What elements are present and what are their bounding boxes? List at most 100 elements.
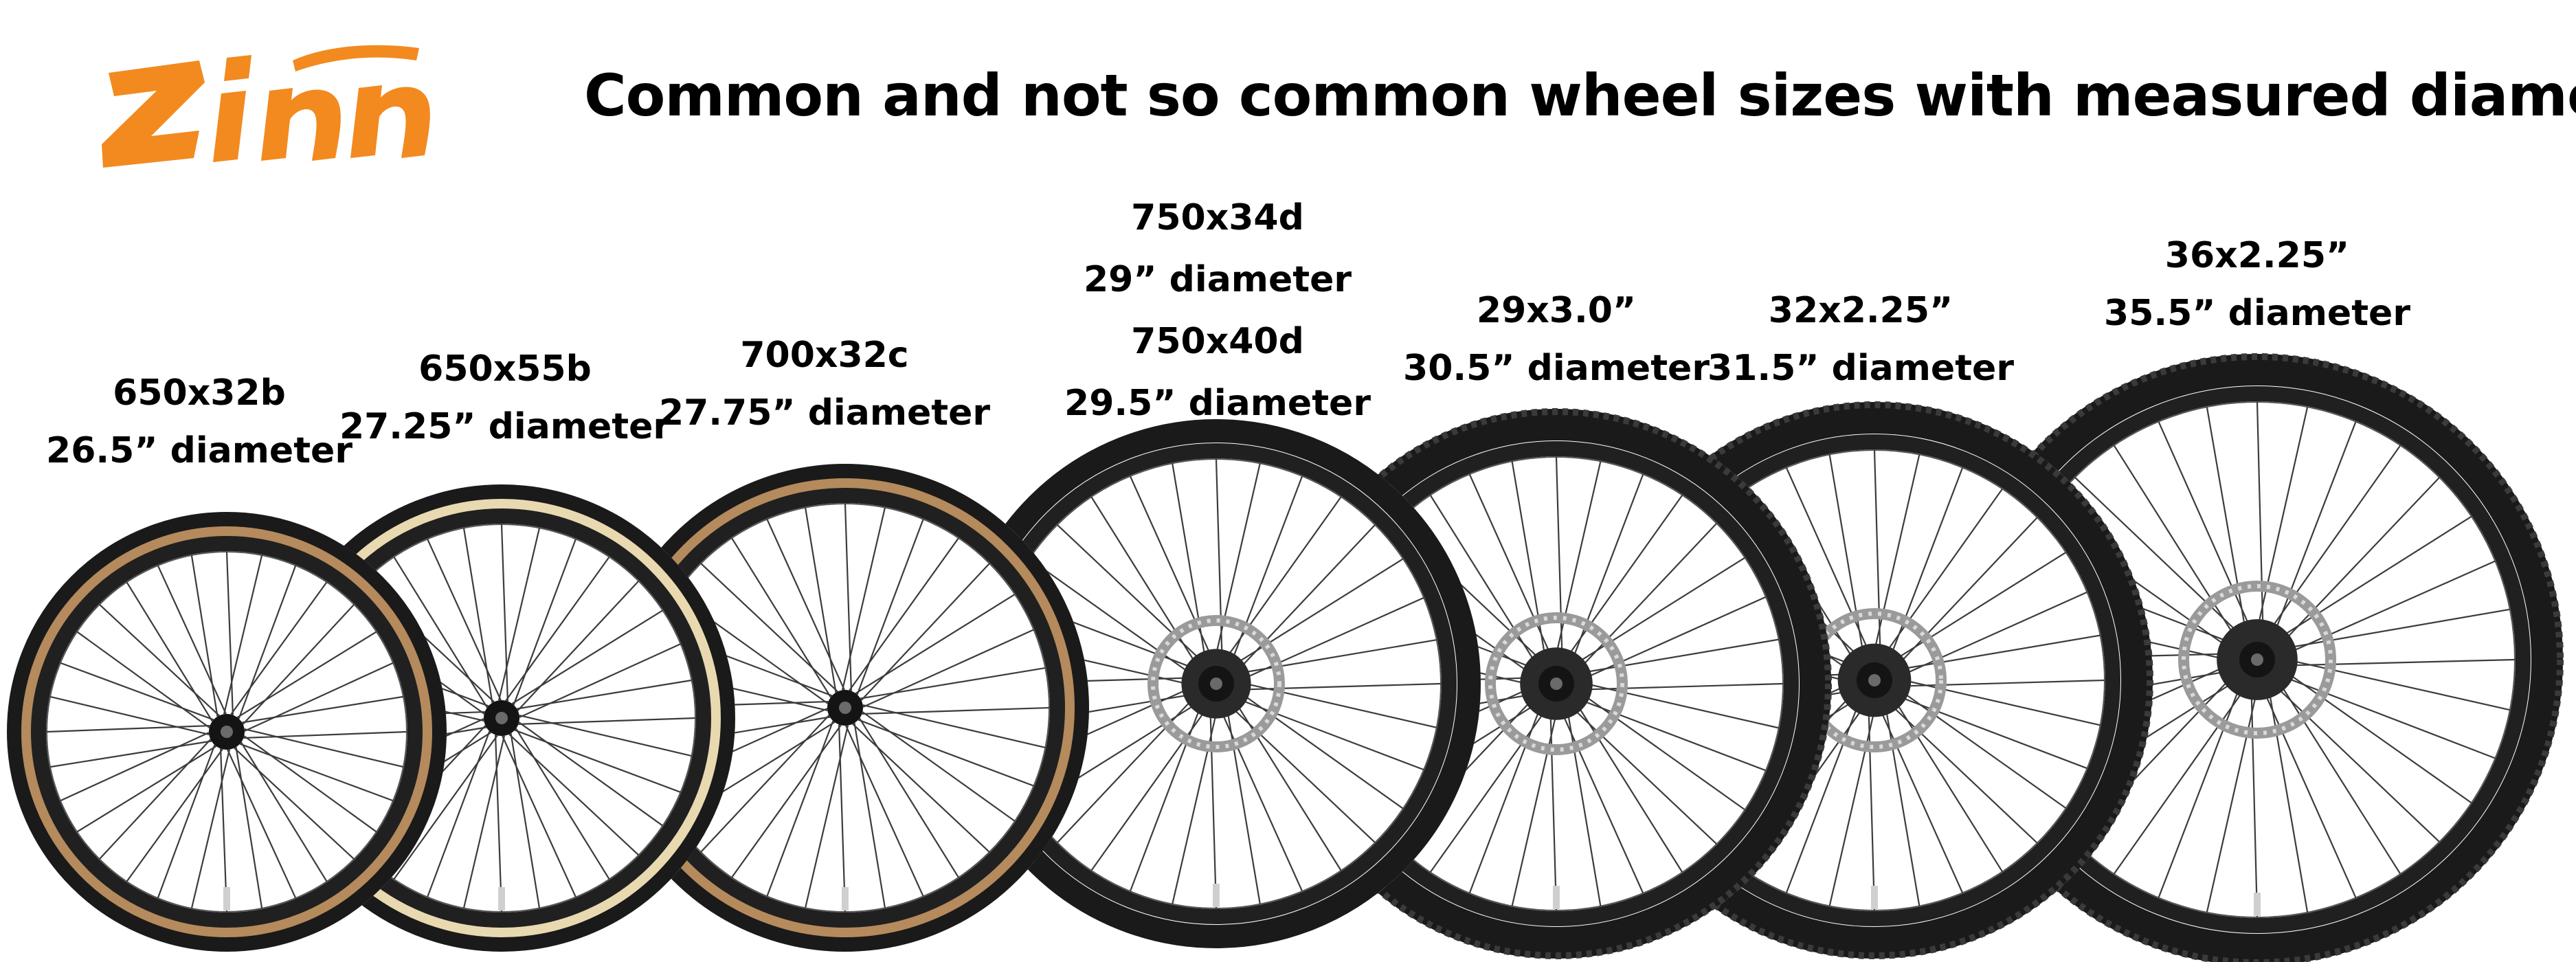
spoke [244, 662, 394, 732]
spoke [505, 556, 610, 702]
spoke [2272, 608, 2510, 651]
spoke [190, 749, 231, 909]
valve-stem [1871, 886, 1878, 909]
wheel-label-700x32c: 700x32c 27.75” diameter [659, 326, 990, 442]
tire-tread [1281, 408, 1832, 959]
spoke [1573, 680, 1779, 729]
spoke [2264, 675, 2440, 842]
hub-axle [839, 702, 851, 714]
tire-tread [1595, 401, 2153, 959]
wheel-diameter: 27.75” diameter [658, 392, 991, 434]
spoke [2206, 677, 2261, 913]
spoke [519, 714, 692, 757]
spoke [515, 728, 610, 880]
wheel-diameter: 35.5” diameter [2104, 293, 2410, 334]
tire [7, 512, 447, 952]
spoke [1573, 687, 1746, 811]
valve-stem [1213, 884, 1220, 907]
spoke [157, 565, 227, 715]
wheel-size: 700x32c [740, 335, 909, 376]
spoke [517, 580, 640, 711]
spoke [804, 507, 837, 693]
spoke [126, 581, 213, 722]
hub-axle [1868, 674, 1881, 686]
spoke [510, 733, 541, 908]
spoke [1888, 690, 2004, 873]
spoke [511, 609, 664, 704]
valve-stem [498, 887, 505, 910]
spoke [230, 581, 328, 715]
spoke [427, 539, 502, 701]
spoke [76, 746, 217, 833]
spoke [243, 730, 407, 739]
spoke [1891, 684, 2067, 809]
disc-rotor-holes [1488, 616, 1624, 752]
spoke [1212, 463, 1261, 667]
spoke [240, 741, 328, 882]
spoke [518, 717, 696, 726]
wheel-size: 32x2.25” [1768, 290, 1953, 331]
spoke [244, 728, 404, 768]
spoke [235, 747, 263, 909]
spoke [225, 551, 234, 715]
wheel-label-29x3: 29x3.0” 30.5” diameter [1403, 282, 1710, 397]
spoke [1231, 639, 1437, 675]
valve-stem [2254, 893, 2261, 916]
spoke [2267, 515, 2472, 646]
spoke [1233, 680, 1437, 728]
spoke [2270, 671, 2496, 759]
spoke [1511, 701, 1560, 906]
spoke [804, 725, 849, 908]
wheel-diameter-alt: 29.5” diameter [1064, 383, 1371, 424]
spoke [1090, 700, 1213, 871]
spoke [1566, 557, 1745, 670]
spoke [1878, 488, 2004, 664]
spoke [2206, 407, 2249, 645]
spoke [1233, 687, 1404, 809]
spoke [502, 735, 576, 897]
wheel-size: 750x34d [1131, 197, 1304, 238]
spoke [494, 735, 503, 913]
spoke [1429, 495, 1543, 674]
zinn-logo [96, 33, 440, 177]
spoke [2265, 675, 2309, 913]
spoke [2268, 421, 2357, 647]
wheel-label-650x55b: 650x55b 27.25” diameter [339, 340, 671, 456]
wheel-size-alt: 750x40d [1131, 321, 1304, 362]
wheel-diameter: 31.5” diameter [1707, 348, 2014, 389]
spoke [1890, 634, 2101, 672]
spoke [2113, 445, 2243, 650]
spoke [223, 555, 263, 715]
spoke [242, 695, 404, 724]
hub-axle [1210, 678, 1222, 690]
spoke [2271, 669, 2401, 875]
spoke [1870, 454, 1920, 663]
disc-rotor-holes [1151, 618, 1281, 749]
spoke [853, 723, 886, 908]
spoke [513, 539, 576, 706]
spoke [1565, 699, 1602, 906]
tire-sidewall [21, 526, 432, 937]
spoke [393, 556, 488, 708]
spoke [462, 528, 493, 703]
wheel-label-750: 750x34d 29” diameter 750x40d 29.5” diame… [1064, 187, 1371, 434]
spoke [98, 739, 212, 860]
wheel-size: 650x55b [418, 348, 592, 390]
spoke [2274, 656, 2511, 711]
spoke [2272, 477, 2440, 653]
spoke [2274, 663, 2472, 804]
spoke [1828, 697, 1879, 906]
spoke [49, 740, 212, 768]
spoke [2253, 406, 2309, 642]
spoke [497, 528, 541, 701]
spoke [517, 679, 692, 710]
wheel-size: 36x2.25” [2164, 235, 2350, 276]
spoke [2158, 421, 2257, 642]
disc-rotor-holes [2182, 584, 2333, 735]
wheel-diameter: 27.25” diameter [339, 406, 671, 447]
spoke [1571, 638, 1779, 675]
spoke [2113, 676, 2254, 875]
